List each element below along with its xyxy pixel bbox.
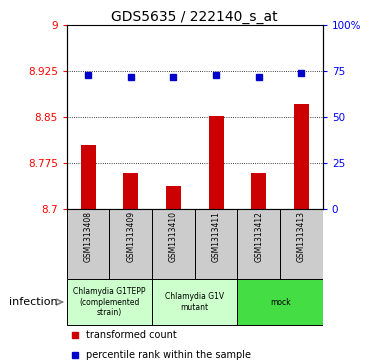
Text: GSM1313411: GSM1313411 — [211, 211, 221, 262]
Text: mock: mock — [270, 298, 290, 306]
Text: infection: infection — [9, 297, 58, 307]
Bar — [152, 279, 237, 326]
Bar — [109, 209, 152, 279]
Bar — [237, 209, 280, 279]
Text: GSM1313409: GSM1313409 — [126, 211, 135, 262]
Bar — [195, 209, 237, 279]
Bar — [152, 209, 195, 279]
Bar — [67, 279, 152, 326]
Title: GDS5635 / 222140_s_at: GDS5635 / 222140_s_at — [111, 11, 278, 24]
Bar — [251, 174, 266, 209]
Bar — [280, 209, 323, 279]
Text: GSM1313410: GSM1313410 — [169, 211, 178, 262]
Bar — [67, 209, 109, 279]
Bar — [294, 104, 309, 209]
Text: Chlamydia G1V
mutant: Chlamydia G1V mutant — [165, 292, 224, 312]
Text: percentile rank within the sample: percentile rank within the sample — [86, 350, 251, 360]
Bar — [81, 145, 96, 209]
Bar — [166, 185, 181, 209]
Text: GSM1313408: GSM1313408 — [83, 211, 93, 262]
Bar — [209, 116, 224, 209]
Bar — [237, 279, 323, 326]
Text: GSM1313413: GSM1313413 — [297, 211, 306, 262]
Text: transformed count: transformed count — [86, 330, 177, 340]
Bar — [123, 174, 138, 209]
Text: Chlamydia G1TEPP
(complemented
strain): Chlamydia G1TEPP (complemented strain) — [73, 287, 146, 317]
Text: GSM1313412: GSM1313412 — [254, 211, 263, 262]
